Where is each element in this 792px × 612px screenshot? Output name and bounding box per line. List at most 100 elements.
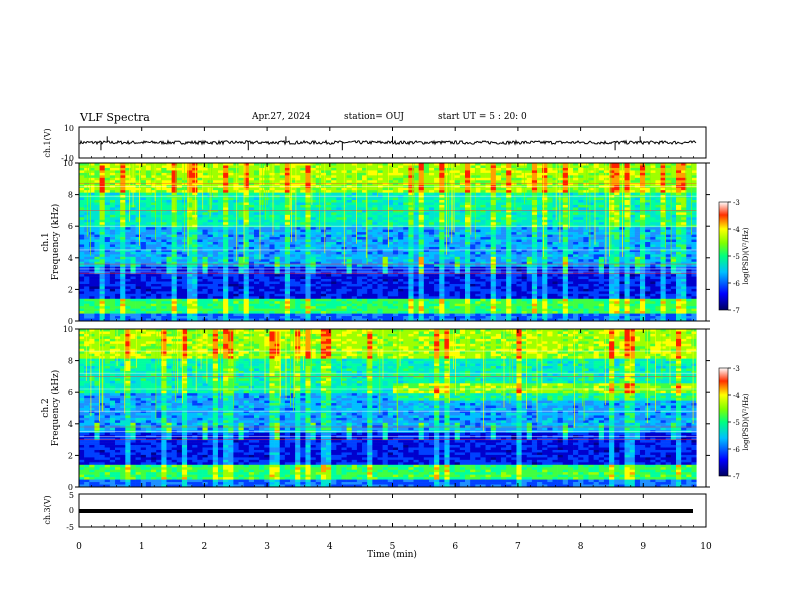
spectrogram-cell xyxy=(130,217,136,221)
spectrogram-cell xyxy=(279,214,286,218)
spectrogram-cell xyxy=(253,209,260,213)
spectrogram-cell xyxy=(470,311,476,314)
spectrogram-cell xyxy=(326,219,332,223)
spectrogram-cell xyxy=(459,234,466,238)
spectrogram-cell xyxy=(156,254,162,258)
spectrogram-cell xyxy=(372,234,378,238)
spectrogram-cell xyxy=(228,170,234,174)
spectrogram-cell xyxy=(413,259,419,263)
spectrogram-cell xyxy=(326,192,332,196)
spectrogram-cell xyxy=(120,311,126,314)
spectrogram-cell xyxy=(274,251,281,255)
spectrogram-cell xyxy=(248,254,255,258)
spectrogram-cell xyxy=(109,296,116,300)
spectrogram-cell xyxy=(356,163,363,166)
spectrogram-cell xyxy=(408,207,414,211)
spectrogram-cell xyxy=(238,214,244,218)
spectrogram-cell xyxy=(161,301,167,305)
spectrogram-cell xyxy=(320,288,327,292)
spectrogram-cell xyxy=(475,242,481,245)
spectrogram-cell xyxy=(434,229,440,233)
spectrogram-cell xyxy=(109,165,116,169)
spectrogram-cell xyxy=(295,246,301,250)
spectrogram-cell xyxy=(228,234,234,238)
spectrogram-cell xyxy=(109,172,116,176)
spectrogram-cell xyxy=(259,249,265,253)
spectrogram-cell xyxy=(449,306,456,309)
spectrogram-cell xyxy=(387,264,394,267)
spectrogram-cell xyxy=(279,281,286,285)
spectrogram-cell xyxy=(449,301,456,305)
spectrogram-cell xyxy=(475,279,481,282)
spectrogram-cell xyxy=(274,308,281,312)
spectrogram-cell xyxy=(300,308,306,312)
spectrogram-cell xyxy=(315,296,322,300)
spectrogram-cell xyxy=(310,190,317,193)
spectrogram-cell xyxy=(331,175,337,179)
spectrogram-cell xyxy=(156,266,162,270)
spectrogram-cell xyxy=(315,167,322,171)
spectrogram-cell xyxy=(341,288,347,292)
spectrogram-cell xyxy=(192,170,198,174)
spectrogram-cell xyxy=(439,254,445,258)
spectrogram-cell xyxy=(89,269,95,272)
spectrogram-cell xyxy=(408,308,414,312)
spectrogram-cell xyxy=(408,271,414,275)
spectrogram-cell xyxy=(238,311,244,314)
spectrogram-cell xyxy=(418,175,425,179)
spectrogram-cell xyxy=(377,204,383,208)
spectrogram-cell xyxy=(475,217,481,221)
spectrogram-cell xyxy=(166,313,172,317)
spectrogram-cell xyxy=(130,306,136,309)
spectrogram-cell xyxy=(423,212,430,216)
spectrogram-cell xyxy=(326,187,332,191)
spectrogram-cell xyxy=(372,246,378,250)
spectrogram-cell xyxy=(341,283,347,287)
spectrogram-cell xyxy=(207,239,214,243)
spectrogram-cell xyxy=(279,209,286,213)
spectrogram-cell xyxy=(223,308,229,312)
spectrogram-cell xyxy=(300,202,306,206)
spectrogram-cell xyxy=(259,244,265,248)
spectrogram-cell xyxy=(326,291,332,295)
spectrogram-cell xyxy=(444,204,450,208)
spectrogram-cell xyxy=(99,246,106,250)
spectrogram-cell xyxy=(398,286,404,290)
spectrogram-cell xyxy=(326,254,332,258)
spectrogram-cell xyxy=(212,200,219,203)
spectrogram-cell xyxy=(243,182,250,186)
spectrogram-cell xyxy=(403,217,409,221)
spectrogram-cell xyxy=(439,261,445,265)
spectrogram-cell xyxy=(377,306,383,309)
spectrogram-cell xyxy=(439,293,445,297)
spectrogram-cell xyxy=(243,271,250,275)
spectrogram-cell xyxy=(264,249,270,253)
spectrogram-cell xyxy=(181,291,188,295)
spectrogram-cell xyxy=(192,246,198,250)
spectrogram-cell xyxy=(84,286,90,290)
spectrogram-cell xyxy=(99,172,106,176)
spectrogram-cell xyxy=(259,286,265,290)
spectrogram-cell xyxy=(346,204,353,208)
spectrogram-cell xyxy=(253,217,260,221)
spectrogram-cell xyxy=(310,170,317,174)
spectrogram-cell xyxy=(459,180,466,184)
spectrogram-cell xyxy=(187,239,193,243)
spectrogram-cell xyxy=(408,237,414,240)
spectrogram-cell xyxy=(423,261,430,265)
spectrogram-cell xyxy=(94,246,100,250)
spectrogram-cell xyxy=(120,204,126,208)
spectrogram-cell xyxy=(470,172,476,176)
spectrogram-cell xyxy=(99,219,106,223)
spectrogram-cell xyxy=(290,293,296,297)
spectrogram-cell xyxy=(428,254,435,258)
spectrogram-cell xyxy=(367,279,373,282)
spectrogram-cell xyxy=(151,190,157,193)
spectrogram-cell xyxy=(310,172,317,176)
spectrogram-cell xyxy=(428,165,435,169)
spectrogram-cell xyxy=(382,180,389,184)
spectrogram-cell xyxy=(274,182,281,186)
spectrogram-cell xyxy=(459,306,466,309)
spectrogram-cell xyxy=(248,204,255,208)
spectrogram-cell xyxy=(326,165,332,169)
